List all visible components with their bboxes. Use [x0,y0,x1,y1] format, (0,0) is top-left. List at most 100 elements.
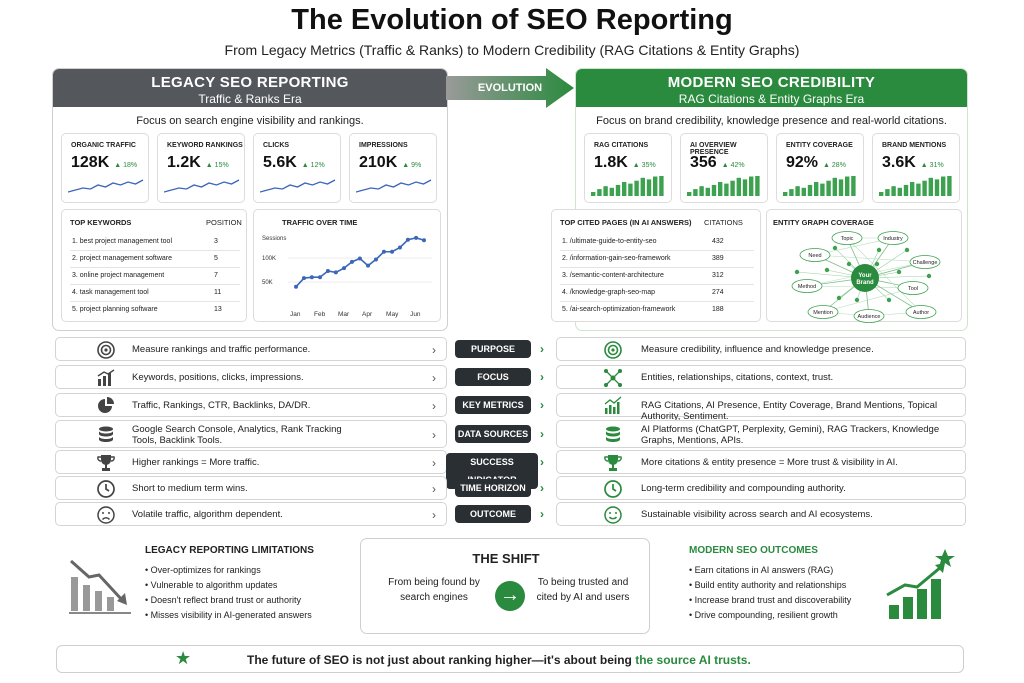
mini-bar [814,182,819,196]
mini-bar [789,189,794,196]
mini-bar [795,186,800,196]
list-item: • Doesn't reflect brand trust or authori… [145,593,312,608]
table-row-value: 312 [712,272,724,279]
table-row-value: 432 [712,238,724,245]
modern-row: RAG Citations, AI Presence, Entity Cover… [556,393,966,422]
mini-bar [699,186,704,196]
traffic-point [405,237,410,242]
bullet-icon: • [145,565,151,575]
traffic-point [422,238,426,243]
traffic-point [414,235,419,240]
legacy-row: Measure rankings and traffic performance… [55,337,447,361]
metric-delta: ▲ 18% [114,162,138,169]
mini-bar [947,176,952,196]
pie-chart-icon [96,396,116,416]
metric-value: 356 [690,154,717,171]
mini-bar [801,187,806,196]
legacy-row-text: Keywords, positions, clicks, impressions… [132,372,304,383]
limitations-panel: LEGACY REPORTING LIMITATIONS • Over-opti… [55,537,355,635]
table-row-name: 4. /knowledge-graph-seo-map [562,289,655,296]
graph-node [831,231,863,245]
graph-dot [874,261,880,267]
y-axis-label: Sessions [262,236,286,242]
list-item-text: Build entity authority and relationships [694,580,847,590]
mini-bar [653,176,658,196]
list-item: • Misses visibility in AI-generated answ… [145,608,312,623]
traffic-point [366,263,371,268]
row-divider [560,301,754,302]
limitations-title: LEGACY REPORTING LIMITATIONS [145,545,314,556]
metric-card: RAG CITATIONS 1.8K ▲ 35% [584,133,672,203]
sparkline-path [260,179,336,193]
traffic-point [357,256,362,261]
metric-value-row: 92% ▲ 28% [786,154,846,172]
bullet-icon: • [689,595,695,605]
list-item: • Increase brand trust and discoverabili… [689,593,851,608]
graph-center-node [851,264,879,292]
metric-label: KEYWORD RANKINGS [167,142,243,149]
star-icon: ★ [175,648,192,668]
entity-graph-card: ENTITY GRAPH COVERAGE Topic Industry Need C… [766,209,962,323]
mini-bar [736,177,741,196]
metric-card: CLICKS 5.6K ▲ 12% [253,133,341,203]
traffic-line-chart: Sessions 100K 50K Jan Feb Mar Apr May Jun [262,235,432,318]
table-row-value: 3 [214,238,218,245]
row-category-pill: PURPOSE [455,340,531,358]
mini-bar [755,176,760,196]
modern-title: MODERN SEO CREDIBILITY [667,74,876,91]
legacy-row-text: Short to medium term wins. [132,483,248,494]
list-item-text: Vulnerable to algorithm updates [150,580,278,590]
chevron-right-icon: › [540,398,544,412]
growth-chart-icon [886,549,955,619]
mini-bar [928,177,933,196]
x-tick-label: Apr [362,311,373,318]
graph-edge [846,237,922,313]
legacy-row: Traffic, Rankings, CTR, Backlinks, DA/DR… [55,393,447,417]
list-item: • Drive compounding, resilient growth [689,608,851,623]
mini-bar [718,182,723,196]
metric-value-row: 210K ▲ 9% [359,154,421,172]
table-row-name: 3. online project management [72,272,165,279]
metric-delta: ▲ 9% [402,162,422,169]
chevron-right-icon: › [432,508,436,522]
modern-row-text: Measure credibility, influence and knowl… [641,344,874,355]
modern-panel: MODERN SEO CREDIBILITY RAG Citations & E… [551,68,968,331]
row-category-pill: OUTCOME [455,505,531,523]
trend-chart-icon [603,396,623,416]
outcomes-panel: MODERN SEO OUTCOMES • Earn citations in … [655,537,967,635]
mini-bar [646,179,652,196]
graph-dot [854,297,860,303]
list-item-text: Drive compounding, resilient growth [694,610,838,620]
shift-to: To being trusted and cited by AI and use… [536,577,630,603]
legacy-header: LEGACY SEO REPORTING Traffic & Ranks Era [53,69,447,107]
graph-center-label: Brand [856,280,874,286]
modern-header: MODERN SEO CREDIBILITY RAG Citations & E… [576,69,967,107]
table-row-name: 2. /information-gain-seo-framework [562,255,671,262]
graph-node [791,279,823,293]
mini-bar [838,179,844,196]
mini-bar [622,182,627,196]
graph-node [807,305,839,319]
mini-bar [807,184,813,196]
mini-bar [742,179,748,196]
row-divider [70,301,240,302]
metric-delta: ▲ 35% [632,162,656,169]
x-tick-label: May [386,311,399,318]
mini-bar [615,184,621,196]
graph-dot [824,267,830,273]
list-item-text: Over-optimizes for rankings [150,565,261,575]
metric-card: BRAND MENTIONS 3.6K ▲ 31% [872,133,960,203]
chevron-right-icon: › [432,371,436,385]
modern-row-text: Sustainable visibility across search and… [641,509,873,520]
graph-dot [876,247,882,253]
metric-delta: ▲ 12% [301,162,325,169]
bullet-icon: • [689,610,695,620]
row-category-pill: FOCUS [455,368,531,386]
mini-bar [711,184,717,196]
chevron-right-icon: › [432,399,436,413]
traffic-point [381,249,386,254]
graph-node [853,309,885,323]
list-item: • Earn citations in AI answers (RAG) [689,563,851,578]
metric-value-row: 356 ▲ 42% [690,154,745,172]
mini-bar [783,192,788,196]
